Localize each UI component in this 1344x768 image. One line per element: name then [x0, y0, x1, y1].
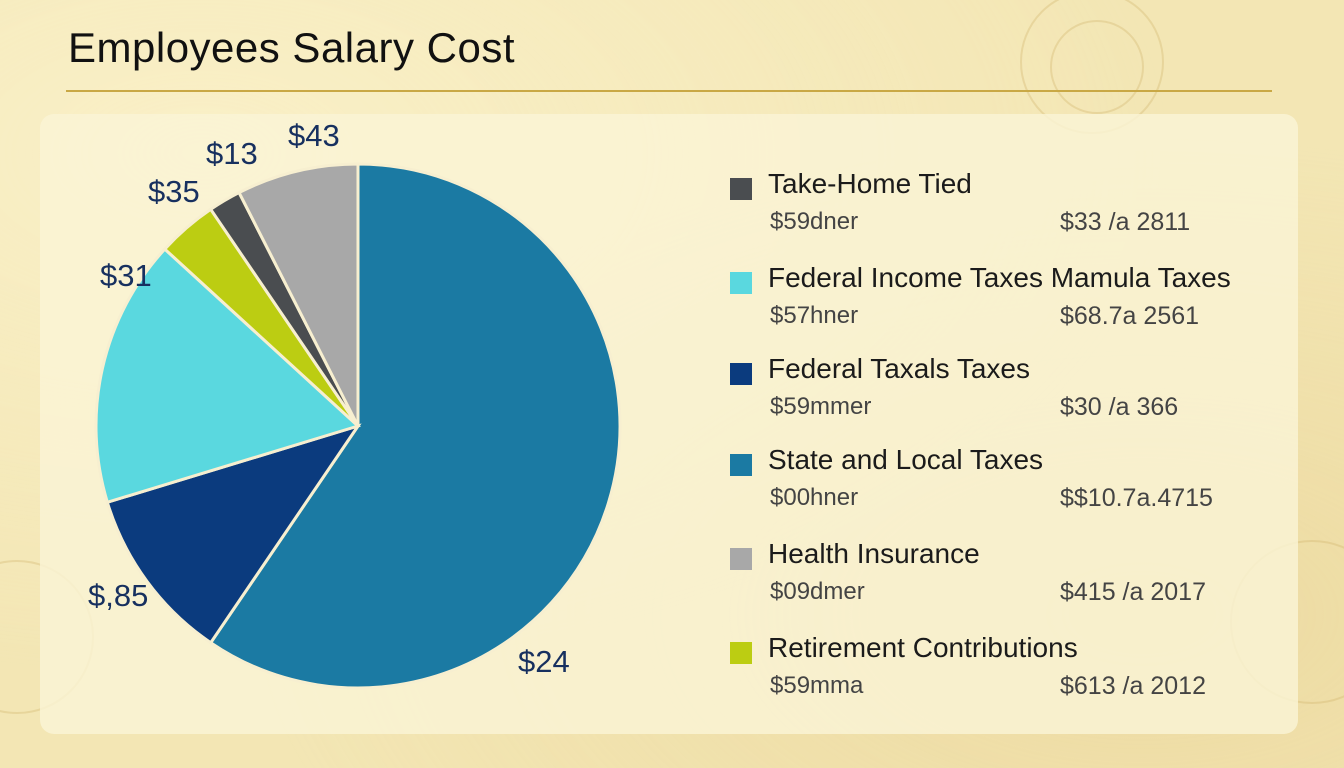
pie-chart: $24 $,85 $31 $35$13 $43: [88, 118, 622, 690]
legend-item: Federal Income Taxes Mamula Taxes $57hne…: [730, 262, 1310, 338]
legend-item: State and Local Taxes $00hner $$10.7a.47…: [730, 444, 1310, 520]
pie-slice: [237, 162, 360, 427]
chart-title: Employees Salary Cost: [68, 24, 516, 71]
pie-slice: [94, 246, 361, 505]
legend-label: Retirement Contributions: [768, 632, 1078, 663]
legend-value-right: $30 /a 366: [1060, 393, 1179, 421]
pie-slice: [105, 423, 362, 645]
legend-value-right: $68.7a 2561: [1060, 302, 1200, 330]
legend-item: Retirement Contributions $59mma $613 /a …: [730, 632, 1310, 708]
legend-swatch: [730, 548, 752, 570]
slice-label: $31: [100, 258, 152, 293]
legend-value-left: $59mma: [770, 672, 864, 699]
legend-label: Federal Income Taxes Mamula Taxes: [768, 262, 1231, 293]
slice-label: $35: [148, 174, 200, 209]
legend-value-right: $613 /a 2012: [1060, 672, 1206, 700]
background-swirl: [1050, 20, 1144, 114]
legend-value-left: $57hner: [770, 302, 859, 329]
legend-value-right: $$10.7a.4715: [1060, 484, 1213, 512]
legend-label: Take-Home Tied: [768, 168, 972, 199]
slice-label: $24: [518, 644, 570, 679]
slice-label: $,85: [88, 578, 148, 613]
legend-value-right: $33 /a 2811: [1060, 208, 1191, 236]
legend-value-right: $415 /a 2017: [1060, 578, 1206, 606]
legend-swatch: [730, 272, 752, 294]
slice-label: $13: [206, 136, 258, 171]
legend-value-left: $59mmer: [770, 393, 872, 420]
legend-item: Health Insurance $09dmer $415 /a 2017: [730, 538, 1310, 614]
legend-value-left: $00hner: [770, 484, 859, 511]
legend-label: State and Local Taxes: [768, 444, 1044, 475]
legend-swatch: [730, 363, 752, 385]
legend-value-left: $59dner: [770, 208, 859, 235]
title-divider: [66, 90, 1272, 92]
pie-slice: [208, 162, 622, 690]
chart-panel: $24 $,85 $31 $35 $13 $43 Take-Home Tied $59dn…: [40, 114, 1298, 734]
legend-label: Federal Taxals Taxes: [768, 353, 1030, 384]
legend-label: Health Insurance: [768, 538, 980, 569]
slice-label: $43: [288, 118, 340, 153]
legend-swatch: [730, 178, 752, 200]
legend-item: Take-Home Tied $59dner $33 /a 2811: [730, 168, 1310, 244]
legend-item: Federal Taxals Taxes $59mmer $30 /a 366: [730, 353, 1310, 429]
legend-value-left: $09dmer: [770, 578, 865, 605]
legend-swatch: [730, 642, 752, 664]
legend-swatch: [730, 454, 752, 476]
